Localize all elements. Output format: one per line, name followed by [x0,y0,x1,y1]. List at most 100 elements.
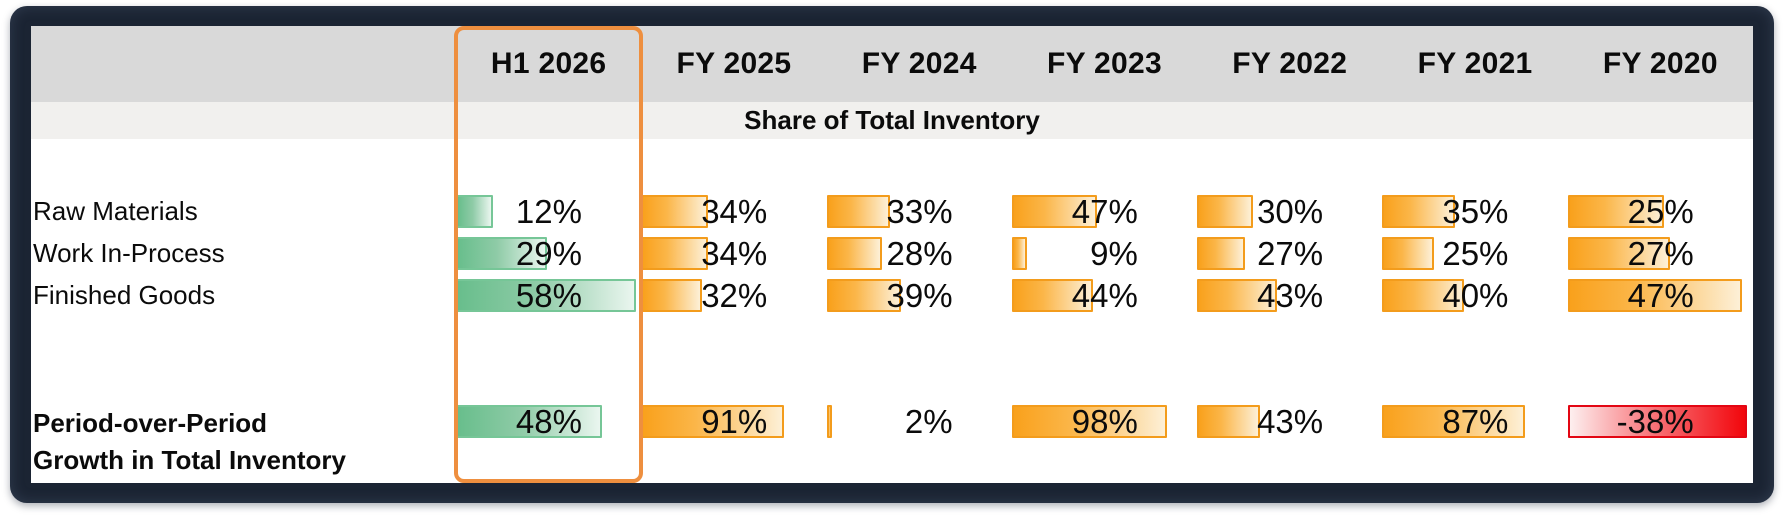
orange-bar [826,405,833,438]
value-label: 29% [515,235,582,272]
value-label: 47% [1627,277,1694,314]
raw-materials-cell-fy-2022: 30% [1197,195,1382,228]
column-header-fy-2021: FY 2021 [1417,47,1533,80]
orange-bar [1567,279,1742,312]
orange-bar [1197,405,1261,438]
work-in-process-cell-fy-2021: 25% [1382,237,1567,270]
green-bar [456,405,603,438]
growth-cell-fy-2021: 87% [1382,405,1567,438]
value-label: 48% [515,403,582,440]
work-in-process-cell-fy-2025: 34% [641,237,826,270]
finished-goods-cell-fy-2024: 39% [826,277,1012,314]
value-label: 58% [515,277,582,314]
raw-materials-cell-fy-2021: 35% [1382,195,1567,228]
finished-goods-cell-fy-2025: 32% [641,279,826,312]
work-in-process-cell-fy-2020: 27% [1567,235,1753,272]
section-header-row: Share of Total Inventory [31,102,1753,139]
value-label: 34% [701,193,768,230]
orange-bar [1197,279,1277,312]
column-header-fy-2025: FY 2025 [676,47,792,80]
orange-bar [1011,279,1094,312]
row-raw-materials: Raw Materials 12% 34% 33% 47% 30% 35% 25% [31,195,1753,237]
orange-bar [826,195,890,228]
work-in-process-cell-fy-2022: 27% [1197,237,1382,270]
growth-label-line-2: Growth in Total Inventory [33,445,346,475]
share-rows: Raw Materials 12% 34% 33% 47% 30% 35% 25% Work I… [31,195,1753,321]
card-frame: H1 2026 FY 2025 FY 2024 FY 2023 FY 2022 FY 20… [10,6,1774,503]
work-in-process-cell-fy-2024: 28% [826,235,1012,272]
green-bar [456,279,636,312]
value-label: 43% [1257,277,1324,314]
value-label: 35% [1442,193,1509,230]
row-label-raw-materials: Raw Materials [33,196,198,226]
value-label: 12% [515,193,582,230]
orange-bar [641,279,703,312]
work-in-process-cell-h1-2026: 29% [456,237,641,270]
section-header-label: Share of Total Inventory [744,105,1040,135]
value-label: 40% [1442,277,1509,314]
growth-cell-fy-2022: 43% [1197,405,1382,438]
value-label: -38% [1616,403,1694,440]
value-label: 34% [701,235,768,272]
orange-bar [1567,195,1665,228]
work-in-process-cell-fy-2023: 9% [1011,235,1197,272]
growth-cell-fy-2025: 91% [641,405,826,438]
raw-materials-cell-fy-2025: 34% [641,195,826,228]
finished-goods-cell-h1-2026: 58% [456,279,641,312]
orange-bar [1382,195,1455,228]
orange-bar [826,279,901,312]
raw-materials-cell-fy-2023: 47% [1011,193,1197,230]
period-header-row: H1 2026 FY 2025 FY 2024 FY 2023 FY 2022 FY 20… [31,26,1753,102]
row-finished-goods: Finished Goods 58% 32% 39% 44% 43% 40% 47% [31,279,1753,321]
growth-label-line-1: Period-over-Period [33,408,268,438]
orange-bar [641,405,784,438]
growth-row-label: Period-over-Period Growth in Total Inven… [31,405,456,479]
red-bar [1567,405,1748,438]
row-label-finished-goods: Finished Goods [33,280,216,310]
value-label: 25% [1627,193,1694,230]
orange-bar [1382,405,1526,438]
growth-cell-fy-2023: 98% [1011,403,1197,440]
value-label: 32% [701,277,768,314]
green-bar [456,237,547,270]
spacer [31,321,1753,405]
spacer [31,139,1753,195]
value-label: 28% [886,235,953,272]
finished-goods-cell-fy-2020: 47% [1567,277,1753,314]
orange-bar [1382,279,1464,312]
value-label: 39% [886,277,953,314]
finished-goods-cell-fy-2023: 44% [1011,277,1197,314]
finished-goods-cell-fy-2022: 43% [1197,279,1382,312]
orange-bar [1011,237,1027,270]
orange-bar [1382,237,1435,270]
raw-materials-cell-fy-2024: 33% [826,193,1012,230]
row-label-work-in-process: Work In-Process [33,238,225,268]
growth-row: Period-over-Period Growth in Total Inven… [31,405,1753,482]
value-label: 44% [1071,277,1138,314]
value-label: 25% [1442,235,1509,272]
column-header-fy-2020: FY 2020 [1602,47,1718,80]
value-label: 47% [1071,193,1138,230]
finished-goods-cell-fy-2021: 40% [1382,279,1567,312]
orange-bar [1197,237,1246,270]
orange-bar [826,237,883,270]
table-panel: H1 2026 FY 2025 FY 2024 FY 2023 FY 2022 FY 20… [31,26,1753,483]
growth-cell-fy-2020: -38% [1567,403,1753,440]
value-label: 87% [1442,403,1509,440]
column-header-fy-2022: FY 2022 [1232,47,1348,80]
growth-cell-h1-2026: 48% [456,405,641,438]
row-work-in-process: Work In-Process 29% 34% 28% 9% 27% 25% 27% [31,237,1753,279]
orange-bar [1197,195,1253,228]
column-header-fy-2023: FY 2023 [1047,47,1162,80]
raw-materials-cell-fy-2020: 25% [1567,193,1753,230]
value-label: 30% [1257,193,1324,230]
value-label: 9% [1090,235,1138,272]
value-label: 91% [701,403,768,440]
orange-bar [1567,237,1670,270]
value-label: 33% [886,193,953,230]
value-label: 43% [1257,403,1324,440]
value-label: 98% [1071,403,1138,440]
orange-bar [1011,405,1168,438]
value-label: 27% [1627,235,1694,272]
